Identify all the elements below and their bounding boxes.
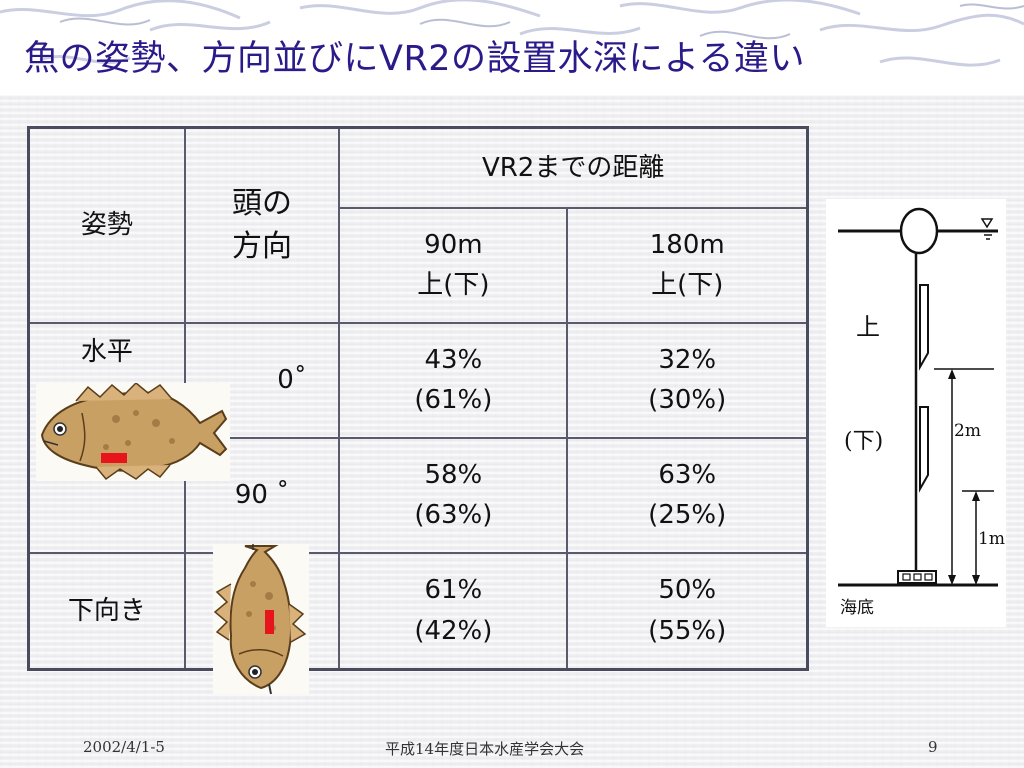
fish-horizontal-illustration: [40, 381, 228, 481]
cell-r2-180m: 63% (25%): [566, 436, 809, 554]
header-decoration: [0, 0, 1024, 67]
direction-0-label: 0˚: [277, 364, 307, 395]
footer-page-number: 9: [928, 738, 938, 756]
r2-180m-lower: (25%): [648, 500, 727, 530]
subheader-90m-distance: 90m: [424, 229, 483, 260]
cell-r2-90m: 58% (63%): [338, 436, 569, 554]
diagram-seabed-label: 海底: [840, 598, 874, 618]
subheader-180m: 180m 上(下): [566, 206, 809, 324]
header-head-direction-line1: 頭の: [232, 185, 293, 221]
header-distance: VR2までの距離: [338, 126, 809, 209]
r1-180m-lower: (30%): [648, 385, 727, 415]
posture-horizontal-label: 水平: [80, 336, 133, 367]
diagram-2m-label: 2m: [954, 421, 981, 441]
footer-date: 2002/4/1-5: [83, 738, 165, 756]
mooring-diagram-drawing: [838, 207, 998, 587]
slide-title: 魚の姿勢、方向並びにVR2の設置水深による違い: [24, 39, 805, 79]
cell-r1-90m: 43% (61%): [338, 321, 569, 439]
diagram-lower-label: (下): [844, 429, 884, 454]
slide-header: 魚の姿勢、方向並びにVR2の設置水深による違い: [0, 0, 1024, 95]
r3-180m-lower: (55%): [648, 615, 727, 646]
header-posture-label: 姿勢: [80, 210, 133, 241]
cell-posture-downward: 下向き: [27, 551, 186, 671]
header-posture: 姿勢: [27, 126, 186, 324]
diagram-1m-label: 1m: [978, 529, 1005, 549]
r2-180m-upper: 63%: [658, 459, 717, 490]
subheader-90m: 90m 上(下): [338, 206, 569, 324]
r1-180m-upper: 32%: [658, 344, 717, 375]
table-row: 水平 0˚ 43% (61%) 32% (30%): [27, 321, 809, 554]
header-head-direction: 頭の 方向: [183, 126, 341, 324]
fish-vertical-illustration: [213, 544, 307, 695]
transmitter-marker: [101, 453, 127, 463]
table-row: 90 ˚ 58% (63%) 63% (25%): [29, 436, 809, 554]
footer-event: 平成14年度日本水産学会大会: [385, 740, 585, 758]
header-distance-label: VR2までの距離: [481, 152, 665, 183]
subheader-90m-depth: 上(下): [417, 270, 490, 300]
diagram-upper-label: 上: [856, 313, 880, 341]
fish-vertical-image: [213, 544, 309, 695]
table-row: 下向き 61% (42%) 50% (55%): [27, 551, 809, 671]
r2-90m-lower: (63%): [414, 500, 493, 530]
r3-180m-upper: 50%: [658, 575, 717, 606]
r3-90m-lower: (42%): [414, 615, 493, 646]
header-head-direction-line2: 方向: [232, 229, 293, 265]
posture-downward-label: 下向き: [67, 595, 146, 626]
r3-90m-upper: 61%: [424, 575, 483, 606]
subheader-180m-distance: 180m: [649, 229, 725, 260]
cell-r1-180m: 32% (30%): [566, 321, 809, 439]
r2-90m-upper: 58%: [424, 459, 483, 490]
subheader-180m-depth: 上(下): [651, 270, 724, 300]
cell-r3-90m: 61% (42%): [338, 551, 569, 671]
r1-90m-upper: 43%: [424, 344, 483, 375]
cell-r3-180m: 50% (55%): [566, 551, 809, 671]
r1-90m-lower: (61%): [414, 385, 493, 415]
direction-90-label: 90 ˚: [234, 479, 290, 510]
transmitter-marker: [265, 610, 274, 634]
fish-horizontal-image: [36, 381, 230, 481]
mooring-diagram: 上 (下) 2m 1m 海底: [826, 199, 1006, 627]
